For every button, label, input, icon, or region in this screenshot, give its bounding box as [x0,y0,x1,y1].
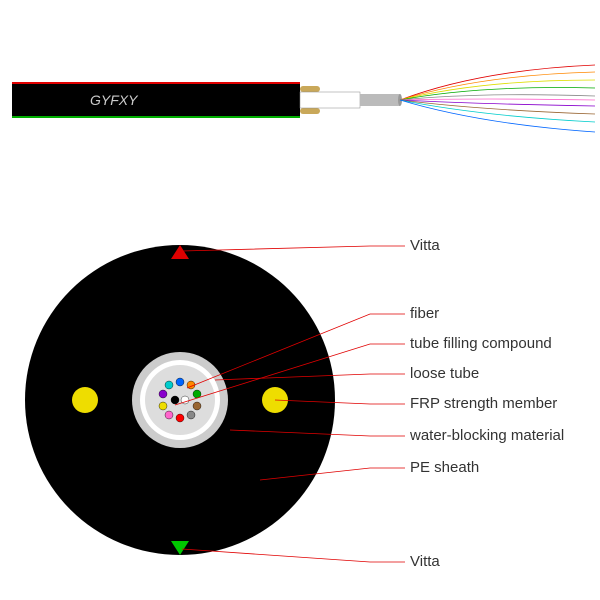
label-vitta-bottom: Vitta [410,553,440,570]
label-fiber: fiber [410,305,439,322]
label-frp: FRP strength member [410,395,557,412]
frp-left [72,387,98,413]
product-name: GYFXY [90,92,137,108]
label-water-block: water-blocking material [410,427,564,444]
cable-diagram [0,0,600,600]
cross-section [25,245,335,555]
label-vitta-top: Vitta [410,237,440,254]
label-pe-sheath: PE sheath [410,459,479,476]
label-loose-tube: loose tube [410,365,479,382]
label-tube-filling: tube filling compound [410,335,552,352]
